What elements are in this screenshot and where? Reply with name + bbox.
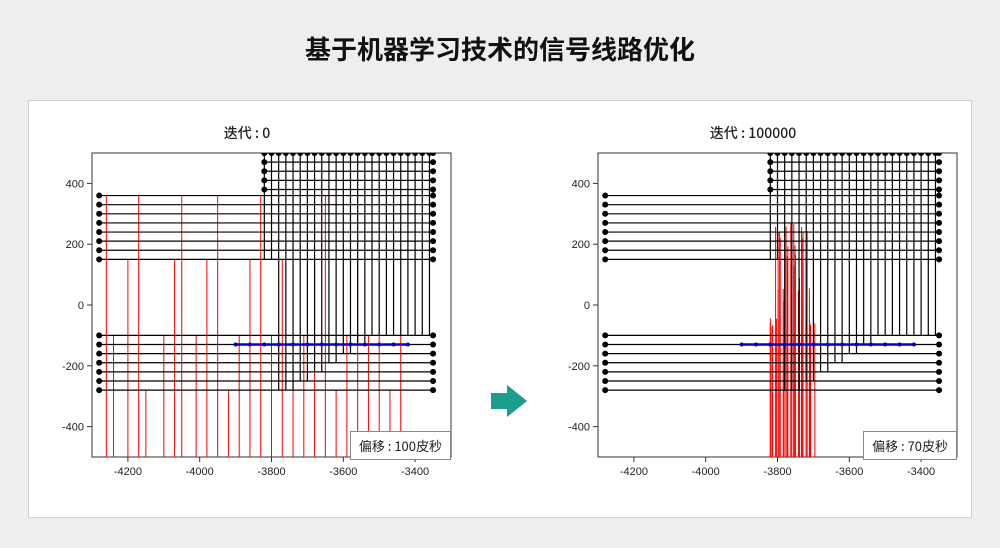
page-root: 基于机器学习技术的信号线路优化 迭代 : 0 -4200-4000-3800-3… [0,0,1000,548]
offset-box-before: 偏移 : 100皮秒 [350,431,451,460]
offset-sep: : [385,436,394,455]
offset-box-after: 偏移 : 70皮秒 [863,431,957,460]
svg-text:200: 200 [572,239,590,251]
comparison-panel: 迭代 : 0 -4200-4000-3800-3600-3400-400-200… [28,100,972,518]
chart-after-title: 迭代 : 100000 [543,123,963,143]
chart-before-title: 迭代 : 0 [37,123,457,143]
iter-value: 0 [262,123,270,143]
svg-text:0: 0 [78,300,84,312]
svg-text:-3600: -3600 [329,466,357,478]
svg-text:-4000: -4000 [692,466,720,478]
svg-text:-3600: -3600 [835,466,863,478]
iter-value: 100000 [748,123,796,143]
svg-text:200: 200 [66,239,84,251]
svg-text:-400: -400 [62,422,84,434]
offset-sep: : [898,436,907,455]
svg-text:400: 400 [66,178,84,190]
offset-label: 偏移 [872,436,898,455]
svg-text:-200: -200 [568,361,590,373]
chart-after: 迭代 : 100000 -4200-4000-3800-3600-3400-40… [543,123,963,492]
offset-value: 100皮秒 [394,436,442,455]
svg-text:400: 400 [572,178,590,190]
chart-before: 迭代 : 0 -4200 -4000 -3800 -3600 -3400 -400 -200… [37,123,457,492]
offset-label: 偏移 [359,436,385,455]
iter-label: 迭代 [224,123,252,143]
svg-text:-4000: -4000 [186,466,214,478]
page-title: 基于机器学习技术的信号线路优化 [0,30,1000,67]
svg-text:-3800: -3800 [763,466,791,478]
svg-text:-4200: -4200 [114,466,142,478]
svg-text:-400: -400 [568,422,590,434]
svg-text:0: 0 [584,300,590,312]
svg-text:-4200: -4200 [620,466,648,478]
arrow-icon [489,381,529,421]
svg-text:-3400: -3400 [907,466,935,478]
svg-text:-3800: -3800 [257,466,285,478]
iter-sep: : [252,123,262,143]
iter-sep: : [738,123,748,143]
iter-label: 迭代 [710,123,738,143]
offset-value: 70皮秒 [908,436,948,455]
svg-text:-3400: -3400 [401,466,429,478]
svg-text:-200: -200 [62,361,84,373]
